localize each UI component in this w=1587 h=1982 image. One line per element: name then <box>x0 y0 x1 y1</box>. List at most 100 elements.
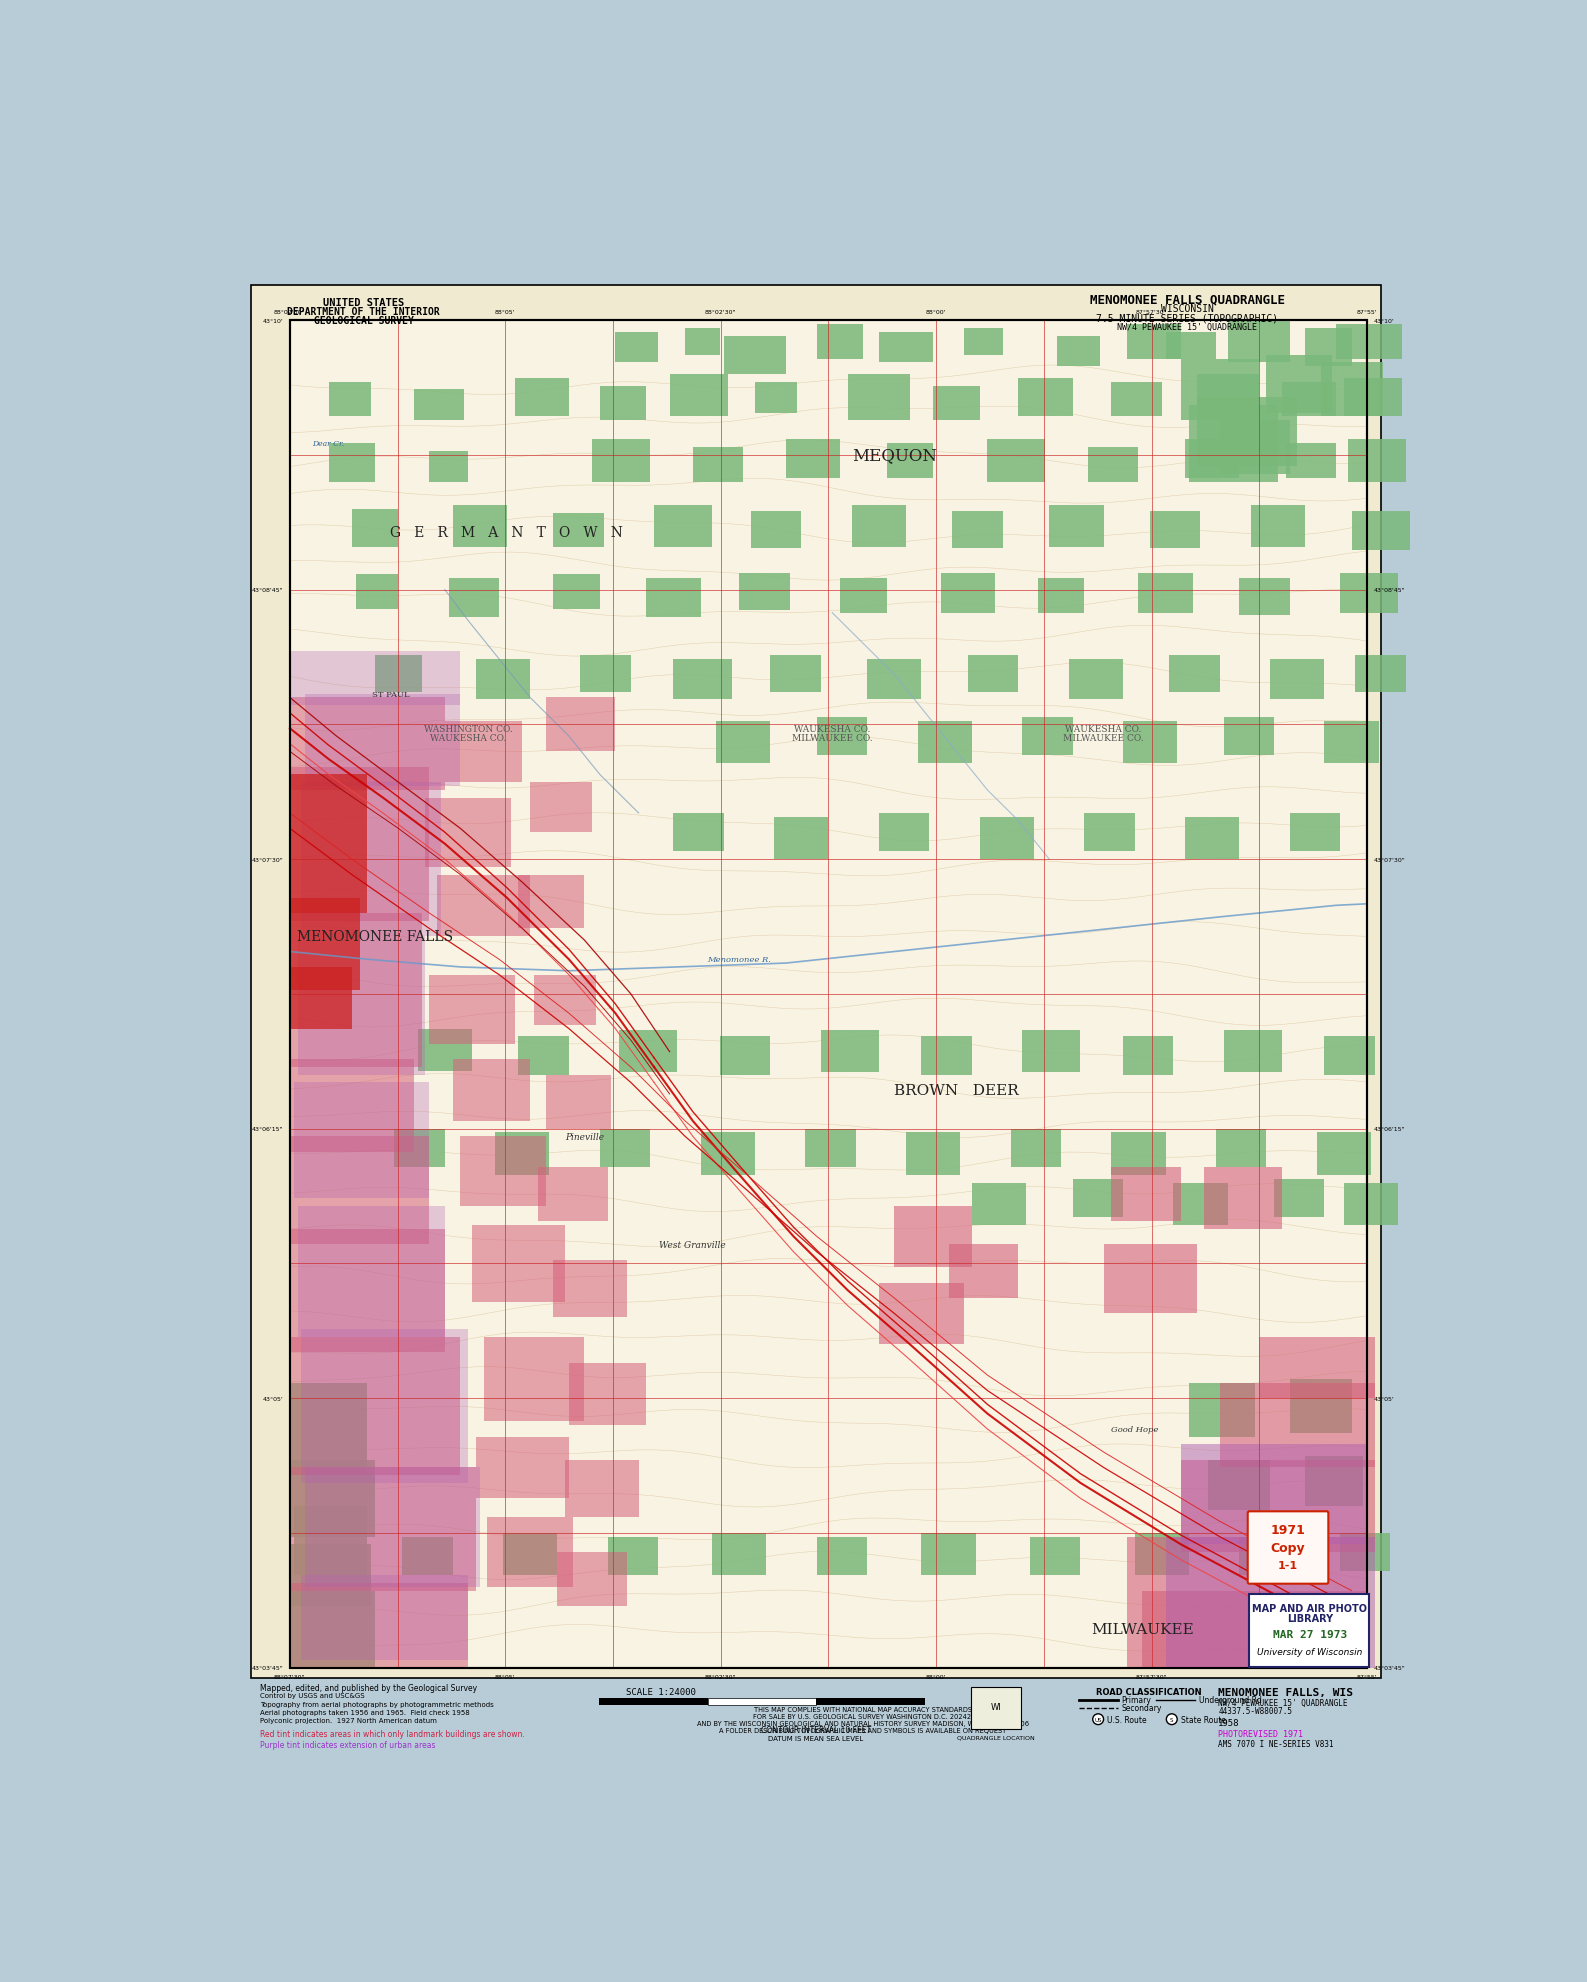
Text: 43°10': 43°10' <box>1373 319 1393 323</box>
Bar <box>949 1245 1019 1298</box>
Bar <box>1290 813 1339 852</box>
Bar <box>592 440 651 482</box>
Bar <box>452 505 506 547</box>
Bar <box>476 1437 568 1498</box>
Bar <box>708 1699 816 1705</box>
Bar <box>1127 325 1181 359</box>
Bar <box>290 321 1366 1667</box>
Bar <box>770 656 820 692</box>
Bar <box>963 329 1003 355</box>
Bar <box>471 1225 565 1302</box>
Bar <box>600 1130 651 1167</box>
Bar <box>1251 505 1305 547</box>
Bar <box>755 383 797 414</box>
Bar <box>305 694 460 787</box>
Bar <box>805 1130 855 1167</box>
Bar <box>724 337 786 375</box>
Text: Topography from aerial photographs by photogrammetric methods: Topography from aerial photographs by ph… <box>260 1703 494 1708</box>
Text: WAUKESHA CO.: WAUKESHA CO. <box>794 723 871 733</box>
Bar <box>619 1031 678 1072</box>
Text: WASHINGTON CO.: WASHINGTON CO. <box>424 723 513 733</box>
Bar <box>1057 337 1100 367</box>
Text: CONTOUR INTERVAL 10 FEET: CONTOUR INTERVAL 10 FEET <box>762 1726 871 1734</box>
Text: 87°55': 87°55' <box>1357 1675 1378 1679</box>
Text: ST PAUL: ST PAUL <box>371 690 409 698</box>
Bar <box>568 1364 646 1425</box>
Text: Pineville: Pineville <box>565 1132 605 1142</box>
Bar <box>1205 1167 1282 1229</box>
Bar <box>1189 1383 1255 1437</box>
Bar <box>436 876 530 937</box>
Bar <box>1249 1594 1370 1667</box>
Bar <box>1344 1183 1398 1225</box>
Text: 43°08'45": 43°08'45" <box>252 589 284 593</box>
Bar <box>817 325 863 359</box>
Bar <box>608 1536 659 1576</box>
Text: BROWN   DEER: BROWN DEER <box>893 1084 1019 1098</box>
Text: 44337.5-W88007.5: 44337.5-W88007.5 <box>1219 1707 1292 1714</box>
Bar <box>1305 1457 1363 1506</box>
Bar <box>554 575 600 610</box>
Bar <box>879 1282 963 1344</box>
Bar <box>1068 660 1124 700</box>
Bar <box>879 333 933 363</box>
Bar <box>1270 660 1325 700</box>
Text: MAR 27 1973: MAR 27 1973 <box>1273 1629 1347 1639</box>
Bar <box>452 1060 530 1122</box>
Text: 87°55': 87°55' <box>1357 309 1378 315</box>
Bar <box>290 1461 375 1536</box>
Bar <box>673 813 724 852</box>
Bar <box>1038 579 1084 612</box>
Text: THIS MAP COMPLIES WITH NATIONAL MAP ACCURACY STANDARDS
FOR SALE BY U.S. GEOLOGIC: THIS MAP COMPLIES WITH NATIONAL MAP ACCU… <box>697 1707 1028 1732</box>
Bar <box>774 817 828 860</box>
Bar <box>1022 717 1073 755</box>
Bar <box>895 1205 971 1268</box>
Bar <box>430 452 468 482</box>
Bar <box>1019 379 1073 416</box>
Bar <box>1135 1534 1189 1576</box>
Bar <box>600 386 646 420</box>
Bar <box>1336 325 1401 359</box>
Text: University of Wisconsin: University of Wisconsin <box>1257 1647 1362 1657</box>
Bar <box>302 1576 468 1661</box>
Bar <box>971 1183 1027 1225</box>
Bar <box>1290 1379 1352 1433</box>
Text: Purple tint indicates extension of urban areas: Purple tint indicates extension of urban… <box>260 1740 436 1750</box>
Bar <box>476 660 530 700</box>
Text: MENOMONEE FALLS, WIS: MENOMONEE FALLS, WIS <box>1219 1687 1354 1697</box>
Text: LIBRARY: LIBRARY <box>1287 1613 1333 1623</box>
Text: Aerial photographs taken 1956 and 1965.  Field check 1958: Aerial photographs taken 1956 and 1965. … <box>260 1708 470 1714</box>
Text: WI: WI <box>990 1703 1001 1710</box>
Text: 43°07'30": 43°07'30" <box>252 856 284 862</box>
Text: 87°57'30": 87°57'30" <box>1136 1675 1168 1679</box>
Text: SCALE 1:24000: SCALE 1:24000 <box>627 1687 697 1697</box>
Text: Good Hope: Good Hope <box>1111 1425 1159 1433</box>
Bar <box>395 1130 444 1167</box>
Bar <box>1181 1445 1366 1544</box>
Text: 88°05': 88°05' <box>495 309 516 315</box>
Bar <box>294 1506 367 1576</box>
Text: State Route: State Route <box>1181 1714 1227 1724</box>
Bar <box>329 444 375 482</box>
Bar <box>1143 1592 1366 1667</box>
Bar <box>355 575 398 610</box>
Text: PHOTOREVISED 1971: PHOTOREVISED 1971 <box>1219 1730 1303 1738</box>
Text: 43°05': 43°05' <box>263 1395 284 1401</box>
Text: Polyconic projection.  1927 North American datum: Polyconic projection. 1927 North America… <box>260 1716 438 1722</box>
Bar <box>867 660 922 700</box>
Bar <box>533 975 597 1025</box>
Bar <box>290 775 367 914</box>
Bar <box>1049 505 1103 547</box>
Text: Underground Rd: Underground Rd <box>1198 1695 1262 1705</box>
Bar <box>290 1592 375 1667</box>
Bar <box>1103 1245 1197 1314</box>
Text: 1958: 1958 <box>1219 1718 1239 1726</box>
Text: 43°05': 43°05' <box>1373 1395 1393 1401</box>
Bar <box>786 440 840 480</box>
Bar <box>817 717 867 755</box>
Bar <box>1030 1536 1081 1576</box>
Text: 1971: 1971 <box>1271 1524 1306 1536</box>
Bar <box>1239 1536 1290 1576</box>
Bar <box>1089 448 1138 482</box>
Text: 87°57'30": 87°57'30" <box>1136 309 1168 315</box>
